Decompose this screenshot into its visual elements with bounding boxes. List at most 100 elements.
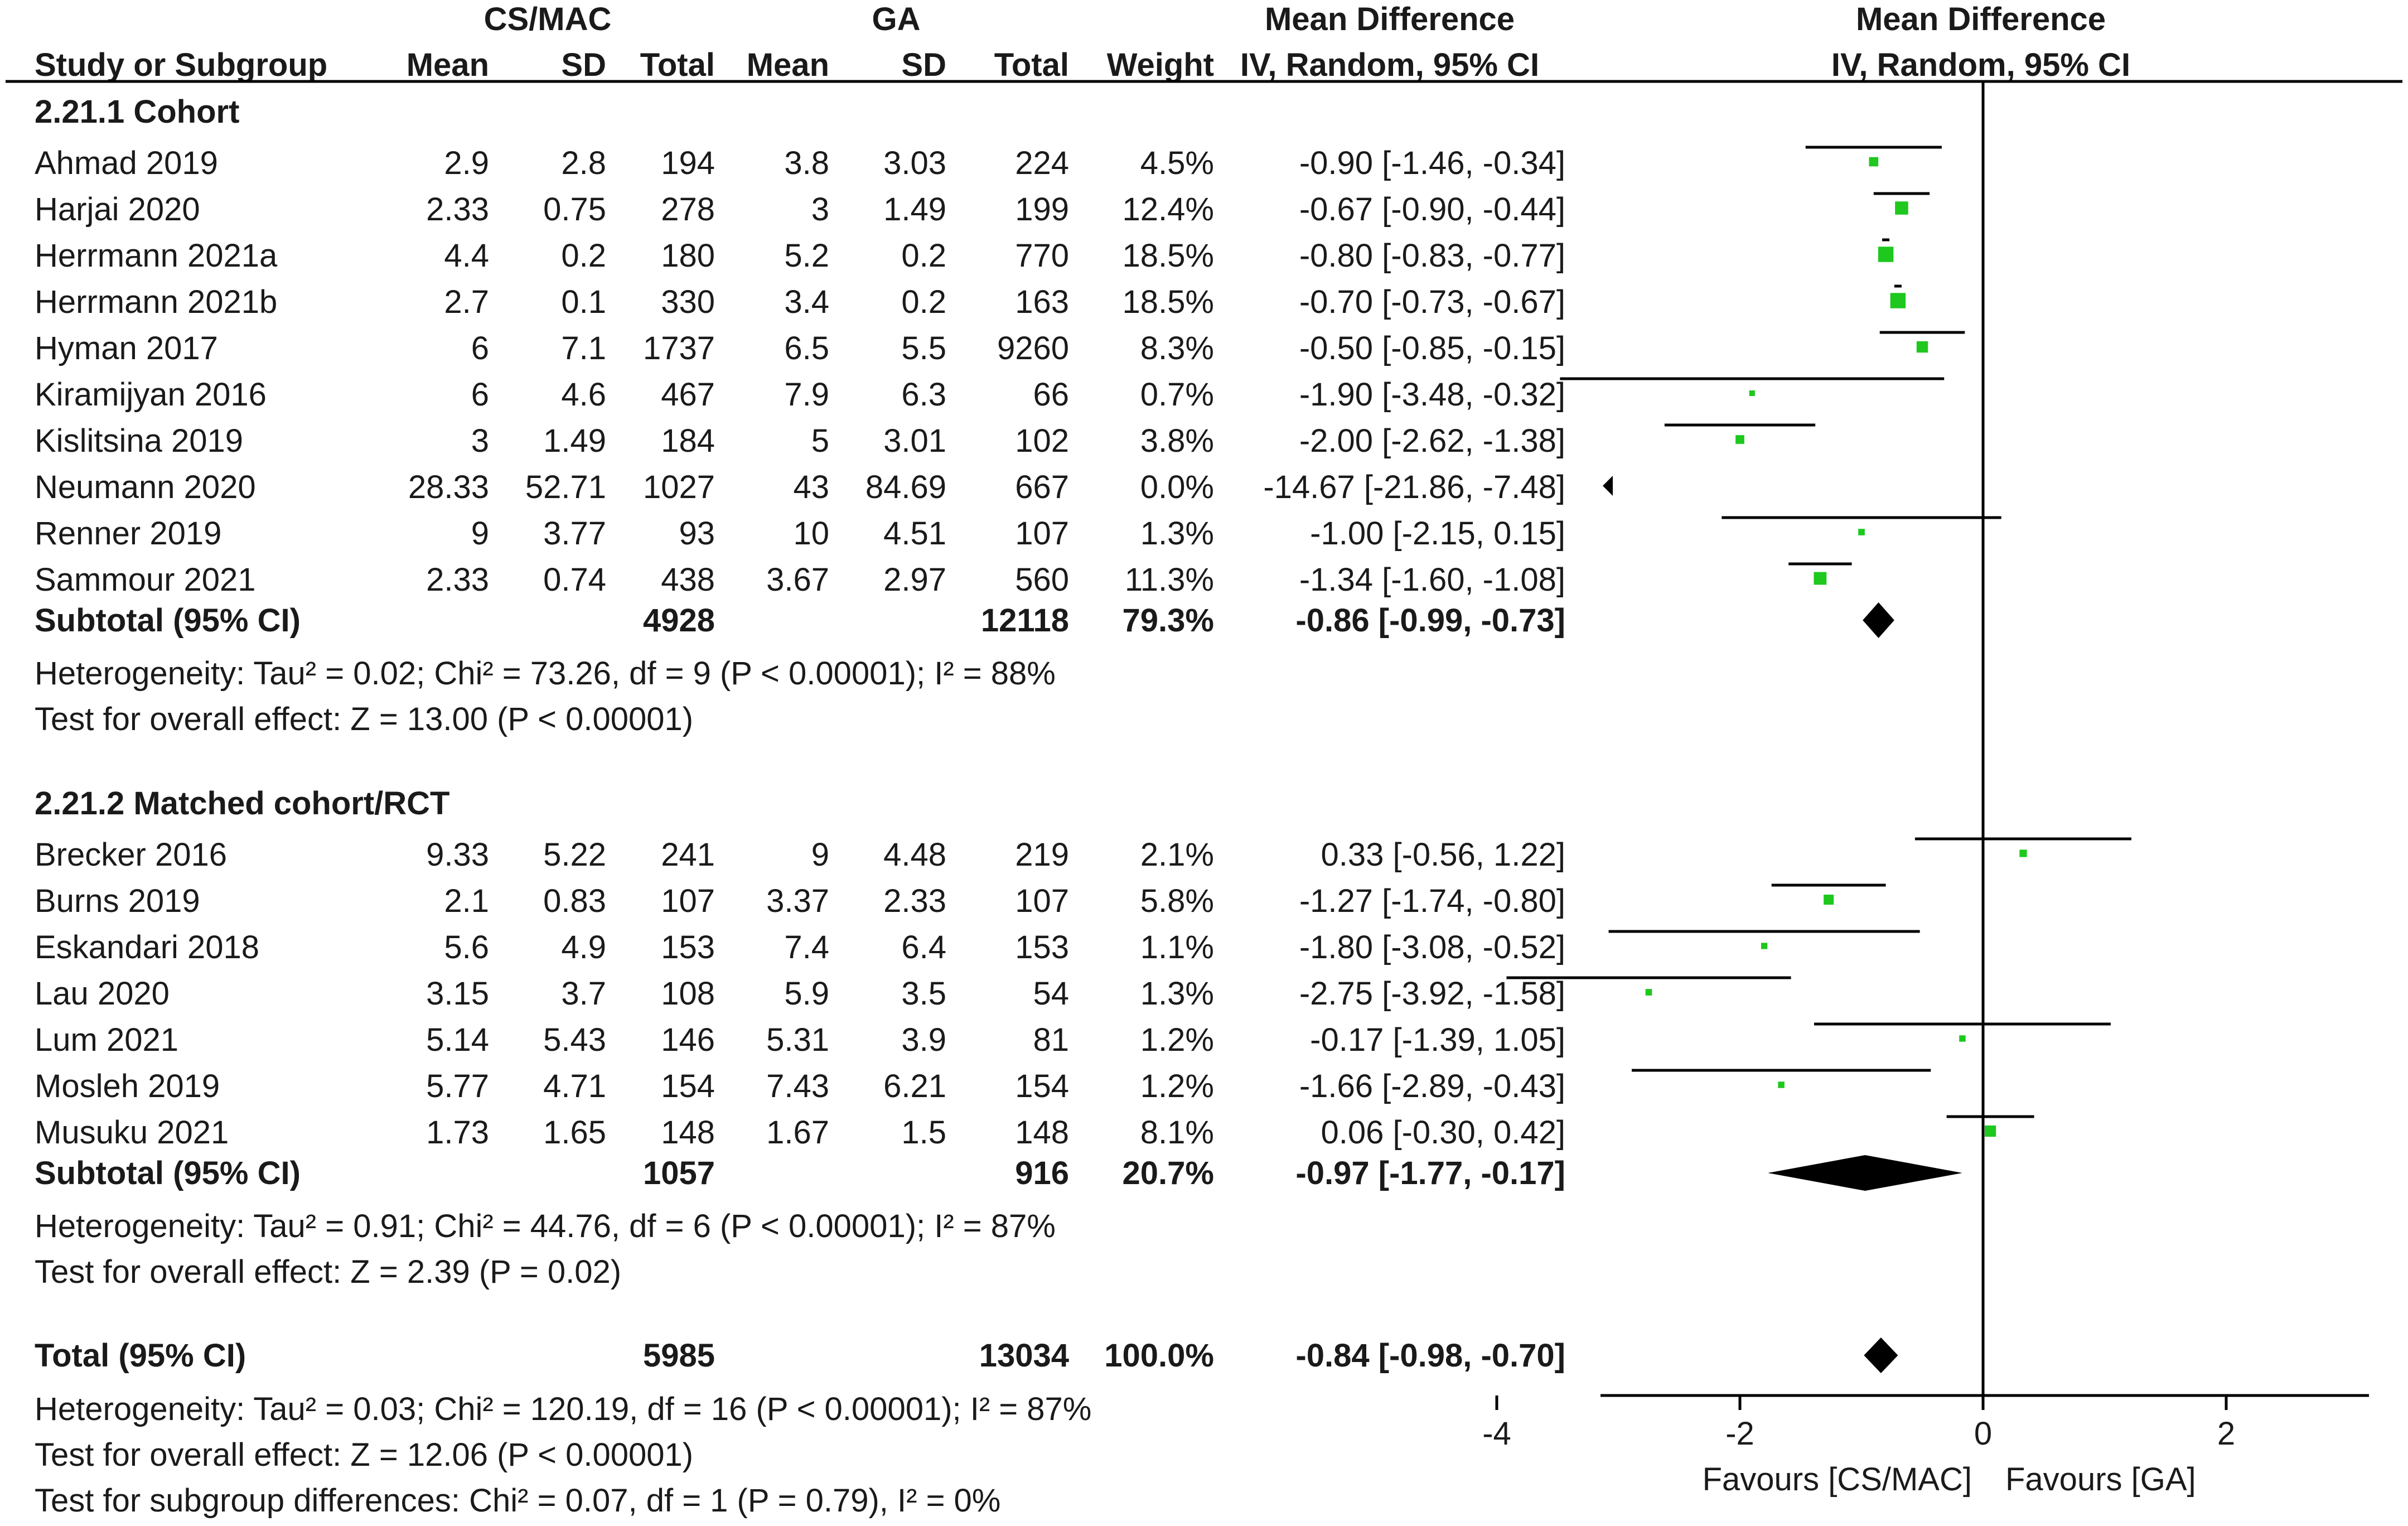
effect-square [1814, 572, 1827, 585]
study-name: Brecker 2016 [35, 837, 227, 873]
study-total2: 154 [1015, 1068, 1069, 1104]
study-sd1: 0.2 [561, 238, 606, 274]
study-total1: 1027 [643, 469, 715, 505]
study-total1: 1737 [643, 330, 715, 366]
effect-square [1858, 529, 1865, 535]
subtotal-total2: 916 [1015, 1155, 1069, 1191]
study-total2: 163 [1015, 284, 1069, 320]
study-sd1: 3.7 [561, 976, 606, 1012]
study-mean2: 7.43 [766, 1068, 829, 1104]
group2-header: GA [872, 1, 921, 37]
study-ci-text: -2.75 [-3.92, -1.58] [1299, 976, 1565, 1012]
study-sd1: 5.22 [543, 837, 606, 873]
mean1-column-header: Mean [407, 47, 489, 83]
study-total1: 154 [661, 1068, 715, 1104]
study-sd2: 1.49 [883, 191, 946, 228]
effect-square [1984, 1125, 1996, 1137]
study-sd2: 0.2 [901, 284, 946, 320]
study-sd1: 0.1 [561, 284, 606, 320]
study-sd1: 3.77 [543, 515, 606, 552]
study-total1: 108 [661, 976, 715, 1012]
study-mean1: 9.33 [426, 837, 489, 873]
effect-square [1645, 989, 1652, 996]
study-mean2: 9 [811, 837, 829, 873]
subtotal-total2: 12118 [981, 602, 1069, 639]
study-name: Burns 2019 [35, 883, 200, 919]
study-sd1: 4.6 [561, 376, 606, 413]
study-column-header: Study or Subgroup [35, 47, 327, 83]
offscale-arrow [1603, 476, 1613, 496]
study-total1: 153 [661, 929, 715, 965]
x-tick-label: 2 [2217, 1416, 2235, 1452]
study-total2: 81 [1033, 1022, 1069, 1058]
study-mean1: 2.9 [444, 145, 489, 181]
study-name: Lum 2021 [35, 1022, 178, 1058]
study-mean1: 2.33 [426, 191, 489, 228]
study-sd2: 3.5 [901, 976, 946, 1012]
study-mean2: 7.9 [784, 376, 829, 413]
study-total2: 224 [1015, 145, 1069, 181]
plot-ci-column-header: IV, Random, 95% CI [1831, 47, 2130, 83]
study-total2: 148 [1015, 1114, 1069, 1151]
mean2-column-header: Mean [747, 47, 829, 83]
study-mean1: 4.4 [444, 238, 489, 274]
study-mean2: 1.67 [766, 1114, 829, 1151]
study-name: Herrmann 2021a [35, 238, 278, 274]
study-ci-text: -2.00 [-2.62, -1.38] [1299, 423, 1565, 459]
study-sd2: 6.3 [901, 376, 946, 413]
study-sd1: 0.74 [543, 562, 606, 598]
weight-column-header: Weight [1107, 47, 1214, 83]
md-header: Mean Difference [1265, 1, 1515, 37]
study-mean2: 3.8 [784, 145, 829, 181]
subtotal-weight: 20.7% [1123, 1155, 1214, 1191]
study-sd2: 4.51 [883, 515, 946, 552]
total-overall-effect-text: Test for overall effect: Z = 12.06 (P < … [35, 1437, 693, 1473]
x-tick-label: 0 [1974, 1416, 1992, 1452]
study-sd2: 84.69 [865, 469, 946, 505]
study-sd2: 3.01 [883, 423, 946, 459]
plot-md-header: Mean Difference [1856, 1, 2106, 37]
study-ci-text: -1.27 [-1.74, -0.80] [1299, 883, 1565, 919]
subtotal-diamond [1863, 602, 1894, 638]
study-sd1: 0.83 [543, 883, 606, 919]
study-mean1: 6 [471, 376, 489, 413]
total-diamond [1864, 1337, 1898, 1373]
study-mean1: 3 [471, 423, 489, 459]
study-ci-text: -0.50 [-0.85, -0.15] [1299, 330, 1565, 366]
study-name: Ahmad 2019 [35, 145, 218, 181]
study-total1: 146 [661, 1022, 715, 1058]
total-heterogeneity-text: Heterogeneity: Tau² = 0.03; Chi² = 120.1… [35, 1391, 1091, 1427]
study-sd2: 2.97 [883, 562, 946, 598]
study-mean1: 5.14 [426, 1022, 489, 1058]
study-ci-text: 0.06 [-0.30, 0.42] [1321, 1114, 1565, 1151]
subtotal-total1: 4928 [643, 602, 715, 639]
study-sd2: 5.5 [901, 330, 946, 366]
study-total2: 102 [1015, 423, 1069, 459]
study-total2: 66 [1033, 376, 1069, 413]
study-mean2: 5.9 [784, 976, 829, 1012]
study-sd2: 6.4 [901, 929, 946, 965]
study-ci-text: -0.70 [-0.73, -0.67] [1299, 284, 1565, 320]
study-mean2: 43 [793, 469, 829, 505]
study-total2: 560 [1015, 562, 1069, 598]
study-total1: 438 [661, 562, 715, 598]
study-weight: 1.1% [1140, 929, 1214, 965]
effect-square [1890, 293, 1906, 308]
sd1-column-header: SD [561, 47, 606, 83]
group1-header: CS/MAC [484, 1, 612, 37]
study-name: Kislitsina 2019 [35, 423, 243, 459]
study-ci-text: -1.80 [-3.08, -0.52] [1299, 929, 1565, 965]
study-weight: 11.3% [1125, 562, 1214, 598]
study-total1: 241 [661, 837, 715, 873]
study-total1: 330 [661, 284, 715, 320]
study-name: Kiramijyan 2016 [35, 376, 267, 413]
study-mean2: 5.2 [784, 238, 829, 274]
study-sd1: 2.8 [561, 145, 606, 181]
effect-square [1824, 894, 1834, 905]
subtotal-diamond [1768, 1155, 1962, 1191]
study-mean1: 2.33 [426, 562, 489, 598]
effect-square [1761, 943, 1768, 949]
ci-column-header: IV, Random, 95% CI [1240, 47, 1539, 83]
study-mean1: 1.73 [426, 1114, 489, 1151]
study-total1: 107 [661, 883, 715, 919]
